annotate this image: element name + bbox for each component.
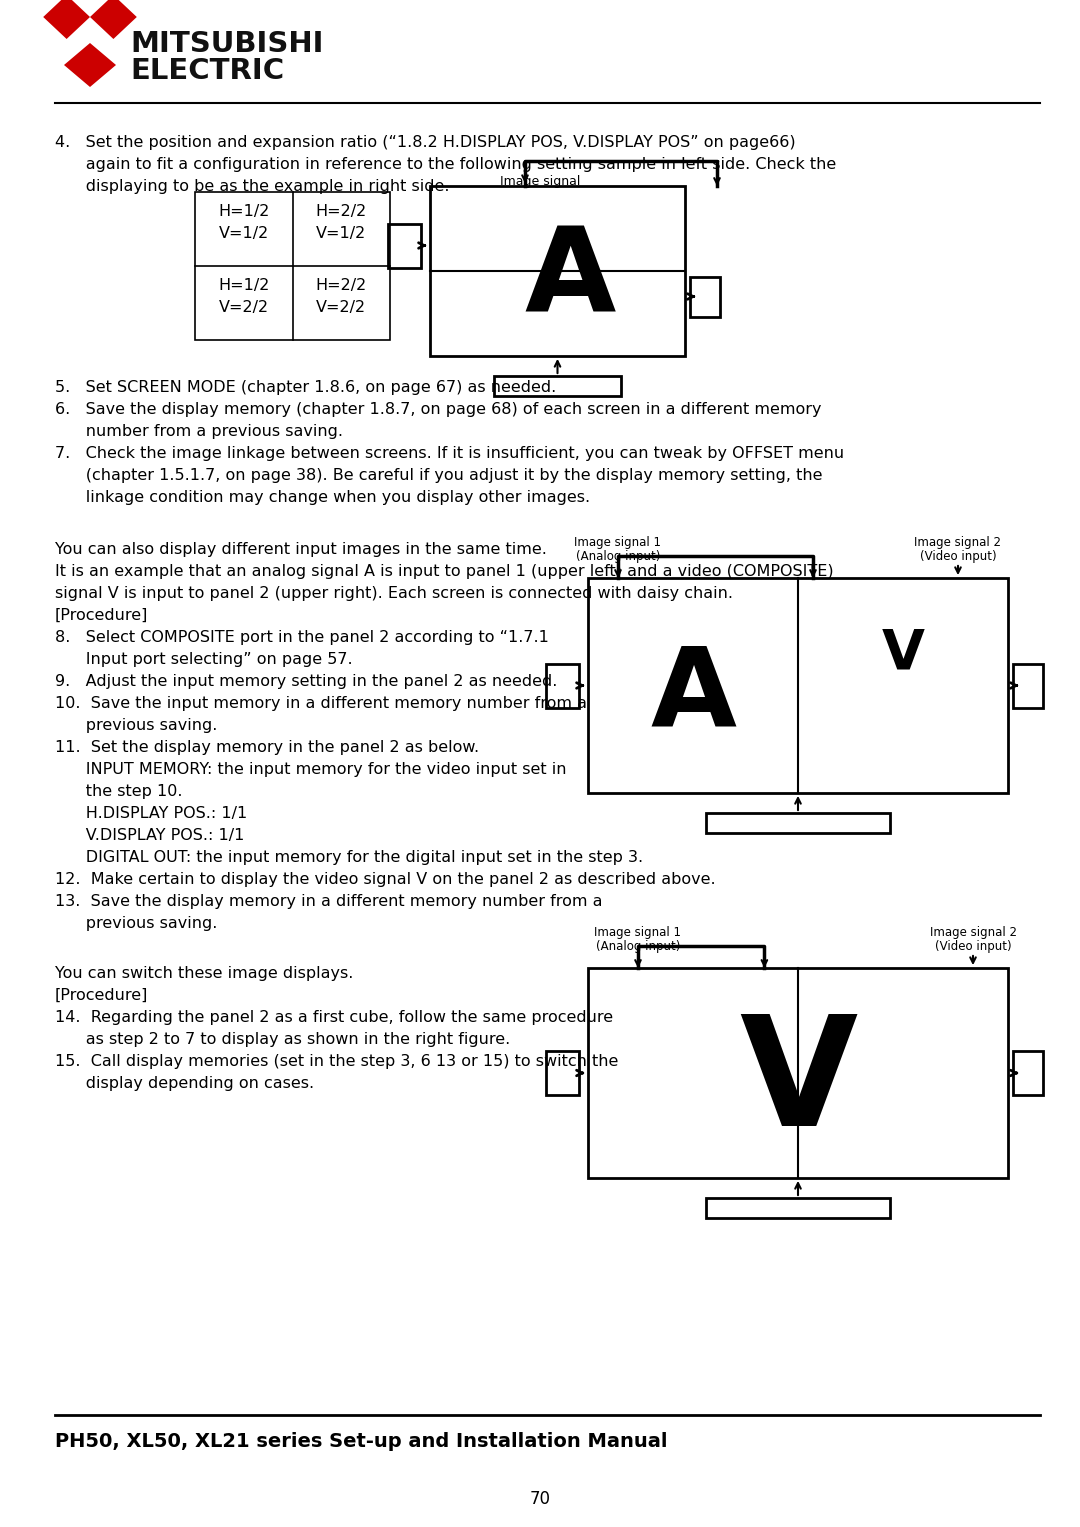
Text: 14.  Regarding the panel 2 as a first cube, follow the same procedure: 14. Regarding the panel 2 as a first cub… [55,1009,613,1025]
Text: H=1/2: H=1/2 [218,278,269,293]
Text: 6.   Save the display memory (chapter 1.8.7, on page 68) of each screen in a dif: 6. Save the display memory (chapter 1.8.… [55,402,822,417]
Bar [1013,1051,1043,1095]
Bar [705,812,890,834]
Text: 15.  Call display memories (set in the step 3, 6 13 or 15) to switch the: 15. Call display memories (set in the st… [55,1054,619,1069]
Text: 10.  Save the input memory in a different memory number from a: 10. Save the input memory in a different… [55,696,588,712]
Text: H.DISPLAY POS.: 1/1: H.DISPLAY POS.: 1/1 [55,806,247,822]
Text: PH50, XL50, XL21 series Set-up and Installation Manual: PH50, XL50, XL21 series Set-up and Insta… [55,1432,667,1451]
Bar [388,223,421,267]
Text: Image signal: Image signal [500,176,580,188]
Polygon shape [64,43,116,87]
Text: signal V is input to panel 2 (upper right). Each screen is connected with daisy : signal V is input to panel 2 (upper righ… [55,586,733,602]
Text: 12.  Make certain to display the video signal V on the panel 2 as described abov: 12. Make certain to display the video si… [55,872,716,887]
Text: MITSUBISHI: MITSUBISHI [130,31,324,58]
Bar [588,968,1008,1177]
Text: A: A [650,643,735,750]
Text: again to fit a configuration in reference to the following setting sample in lef: again to fit a configuration in referenc… [55,157,836,173]
Text: 9.   Adjust the input memory setting in the panel 2 as needed.: 9. Adjust the input memory setting in th… [55,673,557,689]
Text: You can switch these image displays.: You can switch these image displays. [55,967,353,980]
Text: (Analog input): (Analog input) [596,941,680,953]
Text: as step 2 to 7 to display as shown in the right figure.: as step 2 to 7 to display as shown in th… [55,1032,510,1048]
Text: H=2/2: H=2/2 [315,278,367,293]
Polygon shape [90,0,137,40]
Text: Image signal 2: Image signal 2 [930,925,1016,939]
Text: H=2/2: H=2/2 [315,205,367,218]
Text: H=1/2: H=1/2 [218,205,269,218]
Text: 4.   Set the position and expansion ratio (“1.8.2 H.DISPLAY POS, V.DISPLAY POS” : 4. Set the position and expansion ratio … [55,134,796,150]
Bar [588,579,1008,793]
Text: 7.   Check the image linkage between screens. If it is insufficient, you can twe: 7. Check the image linkage between scree… [55,446,845,461]
Text: 13.  Save the display memory in a different memory number from a: 13. Save the display memory in a differe… [55,893,603,909]
Text: ELECTRIC: ELECTRIC [130,56,284,86]
Bar [546,664,579,707]
Text: You can also display different input images in the same time.: You can also display different input ima… [55,542,546,557]
Text: [Procedure]: [Procedure] [55,608,148,623]
Text: number from a previous saving.: number from a previous saving. [55,425,343,438]
Text: DIGITAL OUT: the input memory for the digital input set in the step 3.: DIGITAL OUT: the input memory for the di… [55,851,643,864]
Text: previous saving.: previous saving. [55,916,217,931]
Text: INPUT MEMORY: the input memory for the video input set in: INPUT MEMORY: the input memory for the v… [55,762,567,777]
Text: V=2/2: V=2/2 [218,299,269,315]
Text: previous saving.: previous saving. [55,718,217,733]
Text: Image signal 1: Image signal 1 [575,536,661,550]
Text: 8.   Select COMPOSITE port in the panel 2 according to “1.7.1: 8. Select COMPOSITE port in the panel 2 … [55,631,549,644]
Text: V.DISPLAY POS.: 1/1: V.DISPLAY POS.: 1/1 [55,828,244,843]
Text: linkage condition may change when you display other images.: linkage condition may change when you di… [55,490,590,505]
Text: (chapter 1.5.1.7, on page 38). Be careful if you adjust it by the display memory: (chapter 1.5.1.7, on page 38). Be carefu… [55,467,823,483]
Text: V: V [739,1009,858,1157]
Text: V: V [881,626,924,680]
Text: Image signal 1: Image signal 1 [594,925,681,939]
Text: V=2/2: V=2/2 [316,299,366,315]
Bar [690,276,720,316]
Bar [705,1199,890,1219]
Polygon shape [43,0,90,40]
Text: It is an example that an analog signal A is input to panel 1 (upper left) and a : It is an example that an analog signal A… [55,563,834,579]
Text: Input port selecting” on page 57.: Input port selecting” on page 57. [55,652,353,667]
Text: [Procedure]: [Procedure] [55,988,148,1003]
Bar [430,186,685,356]
Text: (Analog input): (Analog input) [576,550,660,563]
Bar [546,1051,579,1095]
Bar [494,376,621,395]
Text: the step 10.: the step 10. [55,783,183,799]
Text: A: A [525,221,616,337]
Text: 5.   Set SCREEN MODE (chapter 1.8.6, on page 67) as needed.: 5. Set SCREEN MODE (chapter 1.8.6, on pa… [55,380,556,395]
Text: (Video input): (Video input) [920,550,997,563]
Bar [195,192,390,341]
Text: V=1/2: V=1/2 [218,226,269,241]
Text: Image signal 2: Image signal 2 [915,536,1001,550]
Text: (Video input): (Video input) [934,941,1011,953]
Text: V=1/2: V=1/2 [316,226,366,241]
Bar [1013,664,1043,707]
Text: display depending on cases.: display depending on cases. [55,1077,314,1090]
Text: 70: 70 [529,1490,551,1509]
Text: 11.  Set the display memory in the panel 2 as below.: 11. Set the display memory in the panel … [55,741,480,754]
Text: displaying to be as the example in right side.: displaying to be as the example in right… [55,179,449,194]
